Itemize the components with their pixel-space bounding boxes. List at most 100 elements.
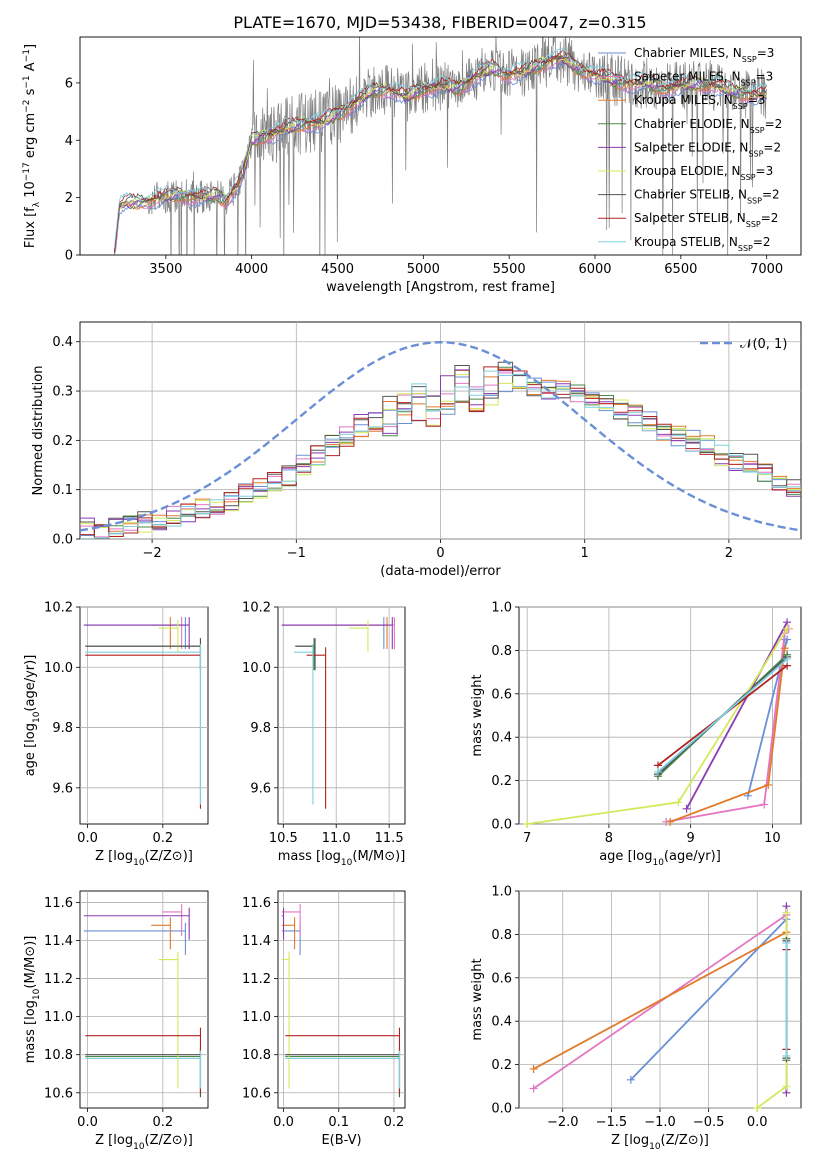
weight-point-marker xyxy=(783,624,792,633)
x-tick-label: 1 xyxy=(581,546,589,561)
y-tick-label: 9.6 xyxy=(250,781,271,796)
legend-label: 𝒩(0, 1) xyxy=(740,337,787,352)
mass-vs-ebv-panel: 0.0 0.1 0.2 10.6 10.8 11.0 11.2 11.4 11.6 E(B-V) xyxy=(242,890,406,1148)
y-tick-label: 0.4 xyxy=(491,731,512,746)
weight-point-marker xyxy=(783,655,792,664)
axes-frame xyxy=(79,890,209,1109)
x-tick-label: 4500 xyxy=(321,262,354,277)
y-tick-label: 0.4 xyxy=(491,1015,512,1030)
weight-point-marker xyxy=(760,800,769,809)
weight-series-line xyxy=(533,931,787,1070)
y-tick-label: 0.0 xyxy=(52,533,73,548)
y-axis-label: Flux [fλ 10−17 erg cm−2 s−1 A−1] xyxy=(22,44,42,248)
y-tick-label: 6 xyxy=(65,76,73,91)
legend-label: Salpeter STELIB, NSSP=2 xyxy=(634,211,778,229)
x-tick-label: −2 xyxy=(143,546,162,561)
y-axis-label: mass [log10(M/M⊙)] xyxy=(23,936,42,1064)
x-tick-label: 6000 xyxy=(578,262,611,277)
y-tick-label: 9.6 xyxy=(52,781,73,796)
x-tick-label: 0.0 xyxy=(77,831,98,846)
x-tick-label: 2 xyxy=(725,546,733,561)
y-tick-label: 10.6 xyxy=(44,1086,73,1101)
weight-vs-age-panel: 7 8 9 10 0.0 0.2 0.4 0.6 0.8 1.0 age [log10(age/yr… xyxy=(470,601,802,868)
y-tick-label: 0.2 xyxy=(491,1058,512,1073)
weight-point-marker xyxy=(782,1082,791,1091)
legend-label: Kroupa MILES, NSSP=3 xyxy=(634,93,765,111)
weight-series-line xyxy=(756,912,788,1109)
weight-point-marker xyxy=(529,1084,538,1093)
x-tick-label: 0.0 xyxy=(273,1115,294,1130)
y-axis-label: Normed distribution xyxy=(31,366,46,496)
weight-vs-Z-panel: −2.0 −1.5 −1.0 −0.5 0.0 0.0 0.2 0.4 0.6 0.8 1.0 Z [… xyxy=(470,885,802,1152)
weight-point-marker xyxy=(666,817,675,826)
residual-histogram-step xyxy=(80,370,801,539)
spectrum-panel: 3500 4000 4500 5000 5500 6000 6500 7000 0 2 4 6 wave… xyxy=(22,36,802,295)
y-tick-label: 11.6 xyxy=(242,896,271,911)
y-tick-label: 10.8 xyxy=(44,1048,73,1063)
weight-series-line xyxy=(657,658,788,773)
residuals-panel: −2 −1 0 1 2 0.0 0.1 0.2 0.3 0.4 (data-model)/error… xyxy=(31,321,802,579)
y-tick-label: 10.0 xyxy=(242,661,271,676)
residual-histogram-step xyxy=(80,366,801,537)
weight-point-marker xyxy=(782,939,791,948)
y-tick-label: 1.0 xyxy=(491,601,512,616)
axes-frame xyxy=(518,606,802,825)
legend-label: Salpeter MILES, NSSP=3 xyxy=(634,70,773,88)
y-axis-label: mass weight xyxy=(470,958,485,1040)
weight-point-marker xyxy=(782,1051,791,1060)
weight-point-marker xyxy=(782,908,791,917)
y-tick-label: 0.6 xyxy=(491,687,512,702)
y-tick-label: 0.0 xyxy=(491,1102,512,1117)
y-tick-label: 10.6 xyxy=(242,1086,271,1101)
y-tick-label: 11.6 xyxy=(44,896,73,911)
x-tick-label: 11.5 xyxy=(375,831,404,846)
spectrum-model-line xyxy=(113,54,767,255)
weight-point-marker xyxy=(626,1075,635,1084)
x-tick-label: 8 xyxy=(605,831,613,846)
x-tick-label: 0.1 xyxy=(328,1115,349,1130)
weight-series-line xyxy=(533,914,787,1090)
x-axis-label: Z [log10(Z/Z⊙)] xyxy=(95,1133,193,1152)
legend-label: Kroupa ELODIE, NSSP=3 xyxy=(634,164,773,182)
x-tick-label: −1.5 xyxy=(596,1115,628,1130)
x-axis-label: Z [log10(Z/Z⊙)] xyxy=(95,849,193,868)
y-tick-label: 10.8 xyxy=(242,1048,271,1063)
x-tick-label: 0.0 xyxy=(77,1115,98,1130)
x-axis-label: E(B-V) xyxy=(321,1133,361,1148)
axes-frame xyxy=(79,36,802,256)
y-tick-label: 11.2 xyxy=(242,972,271,987)
y-tick-label: 0.4 xyxy=(52,335,73,350)
x-tick-label: −1.0 xyxy=(644,1115,676,1130)
x-axis-label: age [log10(age/yr)] xyxy=(599,849,721,868)
legend-label: Kroupa STELIB, NSSP=2 xyxy=(634,235,771,253)
y-tick-label: 0 xyxy=(65,249,73,264)
y-tick-label: 10.2 xyxy=(44,601,73,616)
y-tick-label: 0.2 xyxy=(52,434,73,449)
y-tick-label: 1.0 xyxy=(491,885,512,900)
y-tick-label: 11.0 xyxy=(242,1010,271,1025)
y-tick-label: 11.4 xyxy=(44,934,73,949)
y-tick-label: 0.6 xyxy=(491,971,512,986)
x-tick-label: 7000 xyxy=(750,262,783,277)
y-tick-label: 0.3 xyxy=(52,385,73,400)
weight-point-marker xyxy=(523,820,532,828)
y-tick-label: 9.8 xyxy=(250,721,271,736)
x-tick-label: 0 xyxy=(436,546,444,561)
weight-point-marker xyxy=(682,804,691,813)
age-vs-mass-panel: 10.5 11.0 11.5 9.6 9.8 10.0 10.2 mass [log10(M/… xyxy=(242,601,406,868)
spectrum-model-line xyxy=(113,47,768,249)
y-axis-label: mass weight xyxy=(470,674,485,756)
y-tick-label: 10.2 xyxy=(242,601,271,616)
y-tick-label: 0.2 xyxy=(491,774,512,789)
weight-series-line xyxy=(685,621,788,810)
legend-label: Chabrier STELIB, NSSP=2 xyxy=(634,188,780,206)
mass-vs-Z-panel: 0.0 0.2 10.6 10.8 11.0 11.2 11.4 11.6 Z [log10(Z… xyxy=(23,890,209,1152)
y-tick-label: 0.8 xyxy=(491,928,512,943)
y-tick-label: 10.0 xyxy=(44,661,73,676)
axes-frame xyxy=(277,606,406,825)
spectrum-legend: Chabrier MILES, NSSP=3 Salpeter MILES, NS… xyxy=(598,46,782,252)
x-tick-label: 5500 xyxy=(493,262,526,277)
x-tick-label: 7 xyxy=(523,831,531,846)
x-tick-label: 9 xyxy=(687,831,695,846)
